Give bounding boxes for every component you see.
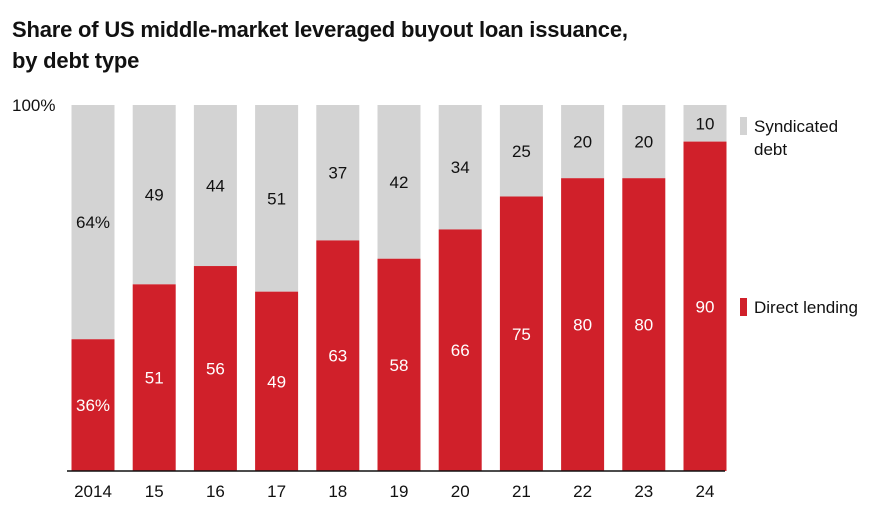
x-tick-2014: 2014	[74, 482, 112, 501]
label-direct-2014: 36%	[76, 396, 110, 415]
x-tick-20: 20	[451, 482, 470, 501]
bar-direct-21	[499, 196, 543, 471]
legend-swatch-syndicated	[740, 117, 747, 135]
bar-direct-2014	[71, 339, 115, 471]
x-tick-15: 15	[145, 482, 164, 501]
bar-syndicated-15	[132, 105, 176, 285]
bar-syndicated-20	[438, 105, 482, 230]
label-syndicated-20: 34	[451, 158, 470, 177]
label-direct-17: 49	[267, 372, 286, 391]
bar-syndicated-24	[683, 105, 727, 142]
x-tick-labels: 2014 15 16 17 18 19 20 21 22 23 24	[74, 482, 714, 501]
bar-direct-16	[193, 266, 237, 471]
label-syndicated-15: 49	[145, 186, 164, 205]
label-direct-22: 80	[573, 316, 592, 335]
bar-direct-24	[683, 141, 727, 471]
legend-label-direct: Direct lending	[754, 298, 858, 317]
bar-direct-18	[316, 240, 360, 471]
bar-syndicated-17	[255, 105, 299, 292]
bar-direct-19	[377, 258, 421, 471]
legend: Syndicated debt Direct lending	[740, 117, 858, 317]
bar-syndicated-22	[561, 105, 605, 179]
bar-direct-15	[132, 284, 176, 471]
label-direct-21: 75	[512, 325, 531, 344]
label-direct-24: 90	[696, 297, 715, 316]
x-tick-17: 17	[267, 482, 286, 501]
chart-title: Share of US middle-market leveraged buyo…	[12, 14, 872, 76]
label-syndicated-18: 37	[328, 164, 347, 183]
bar-syndicated-2014	[71, 105, 115, 340]
label-syndicated-17: 51	[267, 189, 286, 208]
bar-direct-20	[438, 229, 482, 471]
label-syndicated-23: 20	[634, 133, 653, 152]
bars-group: 64% 36% 49 51 44 56 51 49 37 63 42 58 34 66 25 75 20 80 20…	[71, 105, 727, 471]
bar-direct-17	[255, 291, 299, 471]
label-syndicated-24: 10	[696, 114, 715, 133]
x-tick-19: 19	[390, 482, 409, 501]
x-tick-18: 18	[328, 482, 347, 501]
legend-label-syndicated-line-1: Syndicated	[754, 117, 838, 136]
x-tick-22: 22	[573, 482, 592, 501]
bar-syndicated-19	[377, 105, 421, 259]
label-direct-20: 66	[451, 341, 470, 360]
bar-syndicated-23	[622, 105, 666, 179]
x-tick-24: 24	[696, 482, 715, 501]
legend-label-syndicated-line-2: debt	[754, 140, 787, 159]
label-syndicated-2014: 64%	[76, 213, 110, 232]
label-direct-18: 63	[328, 347, 347, 366]
bar-direct-22	[561, 178, 605, 471]
chart-title-line-1: Share of US middle-market leveraged buyo…	[12, 17, 628, 42]
label-direct-15: 51	[145, 369, 164, 388]
label-syndicated-19: 42	[390, 173, 409, 192]
bar-syndicated-16	[193, 105, 237, 267]
label-syndicated-21: 25	[512, 142, 531, 161]
bar-syndicated-18	[316, 105, 360, 241]
bar-direct-23	[622, 178, 666, 471]
legend-swatch-direct	[740, 298, 747, 316]
chart-title-line-2: by debt type	[12, 48, 140, 73]
label-syndicated-16: 44	[206, 177, 225, 196]
label-direct-16: 56	[206, 360, 225, 379]
bar-syndicated-21	[499, 105, 543, 197]
x-tick-16: 16	[206, 482, 225, 501]
label-direct-23: 80	[634, 316, 653, 335]
x-tick-23: 23	[634, 482, 653, 501]
label-syndicated-22: 20	[573, 133, 592, 152]
label-direct-19: 58	[390, 356, 409, 375]
x-tick-21: 21	[512, 482, 531, 501]
y-axis-tick-100: 100%	[12, 96, 55, 115]
